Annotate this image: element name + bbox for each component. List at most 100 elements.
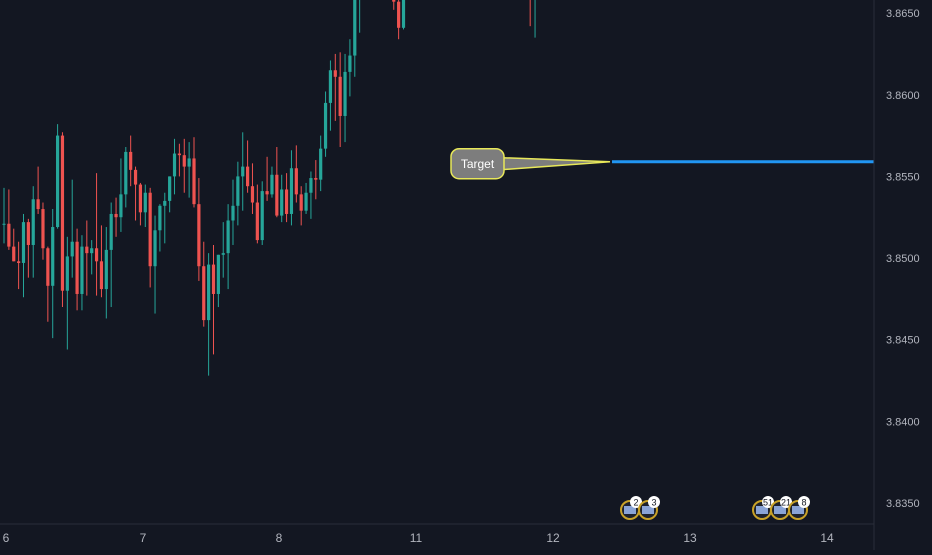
x-tick-label: 13	[683, 531, 697, 545]
candle-body	[202, 266, 206, 321]
candle-body	[401, 0, 406, 28]
candle-body	[133, 169, 138, 185]
flag-icon-body	[624, 506, 636, 514]
callout-box[interactable]	[450, 147, 505, 180]
candle	[148, 187, 152, 288]
candle	[21, 213, 26, 298]
candle-body	[129, 151, 133, 170]
candle	[124, 147, 128, 208]
candle	[534, 0, 536, 38]
candle-body	[36, 199, 40, 210]
candle-body	[207, 264, 211, 321]
candle-body	[328, 70, 333, 103]
candle-body	[338, 76, 342, 116]
candle	[197, 178, 201, 281]
candle	[153, 215, 157, 314]
candle	[319, 135, 323, 192]
price-axis[interactable]: 3.8350 3.8400 3.8450 3.8500 3.8550 3.8600 3.86…	[886, 0, 920, 510]
candles	[2, 0, 536, 376]
candle	[138, 182, 143, 226]
candle	[75, 228, 79, 311]
candle-body	[109, 213, 113, 250]
candle-body	[309, 178, 313, 193]
candle-body	[294, 168, 298, 195]
candle-body	[236, 176, 240, 206]
candle	[328, 60, 333, 131]
candle-body	[143, 192, 147, 213]
candle	[55, 124, 60, 229]
candle	[12, 228, 16, 262]
x-tick-label: 6	[3, 531, 10, 545]
candle	[231, 179, 235, 245]
flag-icon-body	[774, 506, 786, 514]
candle	[46, 246, 50, 322]
x-tick-label: 8	[276, 531, 283, 545]
candle	[284, 173, 289, 223]
candle-body	[226, 220, 230, 254]
candle	[202, 241, 206, 327]
candle-body	[280, 189, 284, 216]
candle	[119, 158, 123, 232]
y-tick-label: 3.8550	[886, 171, 920, 183]
event-count-text: 2	[633, 498, 638, 508]
candle-body	[80, 246, 84, 294]
candle	[260, 181, 264, 245]
candle-body	[119, 194, 123, 218]
candle-body	[99, 261, 104, 290]
flag-icon-body	[792, 506, 804, 514]
candle-body	[148, 192, 152, 267]
event-marker-group[interactable]: 51 21 8	[752, 496, 810, 520]
candle-body	[158, 205, 162, 231]
candle-body	[241, 166, 245, 177]
candle-body	[246, 166, 250, 187]
candle	[26, 218, 30, 278]
candle-body	[275, 174, 279, 216]
candle	[401, 0, 406, 30]
candle	[51, 209, 55, 339]
candle-body	[270, 174, 274, 195]
candle-body	[397, 1, 401, 28]
candle	[7, 189, 11, 250]
candle	[143, 184, 147, 228]
event-markers[interactable]: 2 3 51 21 8	[620, 496, 810, 520]
candle	[304, 182, 308, 214]
candle-body	[348, 55, 352, 72]
candle	[109, 202, 113, 308]
candle	[133, 166, 138, 221]
candle	[348, 39, 352, 97]
candle-body	[60, 135, 65, 291]
candle-body	[75, 241, 79, 294]
candle	[172, 138, 177, 195]
candle-body	[70, 241, 74, 257]
candle-body	[172, 153, 177, 177]
candle	[41, 202, 45, 260]
candle	[17, 241, 21, 290]
candle-body	[255, 202, 259, 241]
x-tick-label: 14	[820, 531, 834, 545]
price-axis-panel[interactable]	[874, 0, 932, 550]
candle	[31, 186, 35, 278]
candle	[177, 143, 181, 177]
candle	[265, 156, 269, 201]
candle-body	[138, 184, 143, 213]
candle-body	[85, 246, 89, 254]
candle	[299, 186, 303, 226]
x-tick-label: 11	[410, 531, 423, 545]
event-count-text: 51	[763, 498, 773, 508]
candle	[275, 147, 279, 218]
candle-body	[90, 248, 94, 254]
candle	[226, 204, 230, 290]
candle	[255, 184, 259, 244]
candle-body	[17, 261, 21, 263]
candle-body	[168, 176, 172, 201]
x-tick-label: 7	[140, 531, 147, 545]
time-axis[interactable]: 6 7 8 11 12 13 14	[3, 531, 834, 545]
event-count-badge	[762, 496, 774, 508]
candle-body	[197, 204, 201, 267]
candle	[309, 171, 313, 219]
y-tick-label: 3.8400	[886, 416, 920, 428]
